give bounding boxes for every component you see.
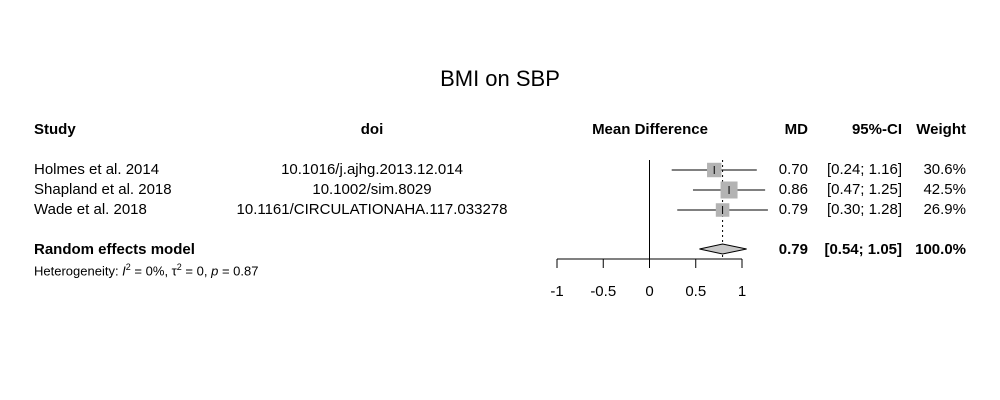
row-ci: [0.47; 1.25] — [826, 181, 902, 198]
row-doi: 10.1002/sim.8029 — [312, 181, 432, 198]
x-axis-tick-label: -1 — [550, 283, 563, 300]
row-ci: [0.30; 1.28] — [826, 201, 902, 218]
heterogeneity-tau2: 0 — [196, 263, 204, 279]
row-weight: 30.6% — [923, 161, 966, 178]
heterogeneity-stats: Heterogeneity: I2 = 0%, τ2 = 0, p = 0.87 — [34, 262, 259, 279]
x-axis-tick-label: -0.5 — [590, 283, 616, 300]
header-ci: 95%-CI — [851, 121, 902, 138]
summary-weight: 100.0% — [915, 241, 966, 258]
row-doi: 10.1161/CIRCULATIONAHA.117.033278 — [236, 201, 508, 218]
chart-title: BMI on SBP — [440, 66, 560, 91]
row-md: 0.79 — [778, 201, 808, 218]
header-weight: Weight — [916, 121, 966, 138]
summary-md: 0.79 — [778, 241, 808, 258]
row-ci: [0.24; 1.16] — [826, 161, 902, 178]
x-axis-tick-label: 0.5 — [685, 283, 706, 300]
row-study: Shapland et al. 2018 — [34, 181, 172, 198]
summary-label: Random effects model — [34, 241, 195, 258]
row-doi: 10.1016/j.ajhg.2013.12.014 — [281, 161, 463, 178]
summary-diamond — [699, 243, 747, 255]
row-md: 0.70 — [778, 161, 808, 178]
header-doi: doi — [360, 121, 384, 138]
x-axis-tick-label: 1 — [738, 283, 746, 300]
x-axis-tick-label: 0 — [645, 283, 653, 300]
header-mean-difference: Mean Difference — [592, 121, 708, 138]
header-study: Study — [34, 121, 76, 138]
row-study: Holmes et al. 2014 — [34, 161, 160, 178]
row-weight: 42.5% — [923, 181, 966, 198]
row-study: Wade et al. 2018 — [34, 201, 147, 218]
heterogeneity-prefix: Heterogeneity: — [34, 263, 123, 279]
summary-ci: [0.54; 1.05] — [824, 241, 902, 258]
row-md: 0.86 — [778, 181, 808, 198]
heterogeneity-p: 0.87 — [233, 263, 259, 279]
header-md: MD — [784, 121, 808, 138]
row-weight: 26.9% — [923, 201, 966, 218]
heterogeneity-i2: 0% — [145, 263, 165, 279]
